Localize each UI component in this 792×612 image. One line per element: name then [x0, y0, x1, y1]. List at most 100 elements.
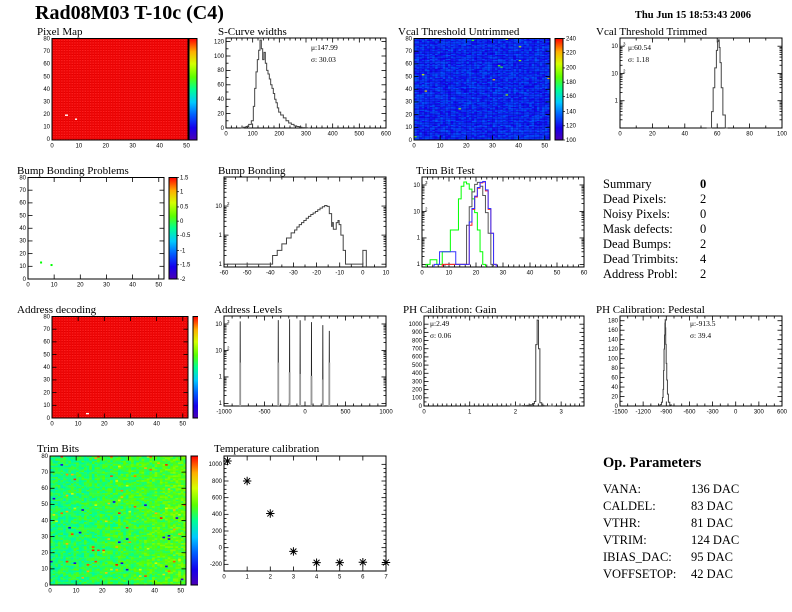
svg-text:0.5: 0.5 [180, 205, 189, 211]
svg-text:σ: 1.18: σ: 1.18 [628, 55, 649, 64]
svg-text:60: 60 [714, 132, 721, 138]
svg-text:40: 40 [153, 422, 160, 428]
svg-text:-500: -500 [258, 410, 271, 416]
svg-text:60: 60 [217, 83, 224, 89]
svg-text:1: 1 [219, 375, 223, 381]
svg-text:-20: -20 [312, 271, 321, 277]
svg-text:-40: -40 [266, 271, 275, 277]
svg-text:10: 10 [405, 125, 412, 131]
svg-text:30: 30 [405, 100, 412, 106]
svg-text:40: 40 [405, 87, 412, 93]
svg-text:200: 200 [566, 66, 577, 72]
svg-text:1: 1 [219, 401, 223, 407]
svg-text:0: 0 [47, 137, 51, 143]
svg-text:20: 20 [19, 251, 26, 257]
svg-text:80: 80 [405, 36, 412, 42]
svg-text:20: 20 [43, 390, 50, 396]
svg-text:20: 20 [43, 112, 50, 118]
svg-text:30: 30 [103, 283, 110, 289]
svg-text:60: 60 [581, 271, 588, 277]
svg-text:160: 160 [566, 94, 577, 100]
svg-text:50: 50 [43, 74, 50, 80]
svg-text:1: 1 [219, 262, 223, 268]
svg-text:10: 10 [43, 125, 50, 131]
svg-text:30: 30 [19, 239, 26, 245]
svg-text:20: 20 [473, 271, 480, 277]
svg-text:70: 70 [405, 49, 412, 55]
svg-text:0: 0 [618, 132, 622, 138]
svg-text:20: 20 [102, 144, 109, 150]
svg-text:100: 100 [248, 132, 259, 138]
svg-text:1: 1 [417, 236, 421, 242]
svg-text:μ:147.99: μ:147.99 [311, 43, 338, 52]
svg-text:10: 10 [383, 271, 390, 277]
svg-text:500: 500 [340, 410, 351, 416]
svg-text:1: 1 [615, 99, 619, 105]
svg-text:600: 600 [381, 132, 392, 138]
svg-text:2: 2 [227, 346, 230, 351]
svg-text:20: 20 [649, 132, 656, 138]
svg-text:80: 80 [746, 132, 753, 138]
svg-text:0: 0 [26, 283, 30, 289]
svg-text:10: 10 [51, 283, 58, 289]
svg-text:10: 10 [413, 209, 420, 215]
svg-text:30: 30 [489, 144, 496, 150]
svg-text:50: 50 [554, 271, 561, 277]
svg-text:50: 50 [43, 352, 50, 358]
svg-text:40: 40 [515, 144, 522, 150]
svg-text:-10: -10 [335, 271, 344, 277]
svg-text:0: 0 [303, 410, 307, 416]
svg-text:2: 2 [425, 207, 428, 212]
svg-text:40: 40 [156, 144, 163, 150]
svg-text:1000: 1000 [379, 410, 393, 416]
svg-text:50: 50 [155, 283, 162, 289]
svg-text:2: 2 [623, 69, 626, 74]
svg-text:30: 30 [43, 378, 50, 384]
svg-text:1.5: 1.5 [180, 175, 189, 181]
svg-text:10: 10 [215, 348, 222, 354]
svg-text:-2: -2 [180, 277, 186, 283]
svg-text:0: 0 [224, 132, 228, 138]
svg-text:-1000: -1000 [216, 410, 232, 416]
svg-text:40: 40 [43, 87, 50, 93]
svg-text:3: 3 [623, 41, 626, 46]
svg-text:40: 40 [527, 271, 534, 277]
svg-text:60: 60 [43, 340, 50, 346]
svg-text:50: 50 [541, 144, 548, 150]
svg-text:20: 20 [77, 283, 84, 289]
svg-text:140: 140 [566, 109, 577, 115]
svg-text:10: 10 [413, 183, 420, 189]
svg-text:70: 70 [43, 327, 50, 333]
svg-text:50: 50 [183, 144, 190, 150]
svg-text:40: 40 [43, 365, 50, 371]
svg-text:60: 60 [43, 62, 50, 68]
svg-text:40: 40 [681, 132, 688, 138]
svg-text:240: 240 [566, 36, 577, 42]
svg-text:20: 20 [463, 144, 470, 150]
svg-text:80: 80 [217, 68, 224, 74]
svg-text:0: 0 [180, 219, 184, 225]
svg-text:0: 0 [412, 144, 416, 150]
svg-text:400: 400 [328, 132, 339, 138]
svg-text:σ: 30.03: σ: 30.03 [311, 55, 336, 64]
svg-text:40: 40 [129, 283, 136, 289]
svg-text:-50: -50 [243, 271, 252, 277]
svg-text:30: 30 [127, 422, 134, 428]
svg-text:100: 100 [777, 132, 788, 138]
svg-text:1: 1 [219, 233, 223, 239]
svg-text:20: 20 [217, 111, 224, 117]
svg-text:-30: -30 [289, 271, 298, 277]
svg-text:μ:60.54: μ:60.54 [628, 43, 651, 52]
svg-text:10: 10 [75, 422, 82, 428]
svg-text:180: 180 [566, 80, 577, 86]
svg-text:10: 10 [446, 271, 453, 277]
svg-text:500: 500 [354, 132, 365, 138]
svg-text:10: 10 [611, 44, 618, 50]
svg-text:60: 60 [19, 201, 26, 207]
svg-text:1: 1 [180, 190, 184, 196]
svg-text:220: 220 [566, 51, 577, 57]
svg-text:300: 300 [301, 132, 312, 138]
svg-text:70: 70 [43, 49, 50, 55]
svg-text:30: 30 [43, 100, 50, 106]
svg-text:30: 30 [129, 144, 136, 150]
